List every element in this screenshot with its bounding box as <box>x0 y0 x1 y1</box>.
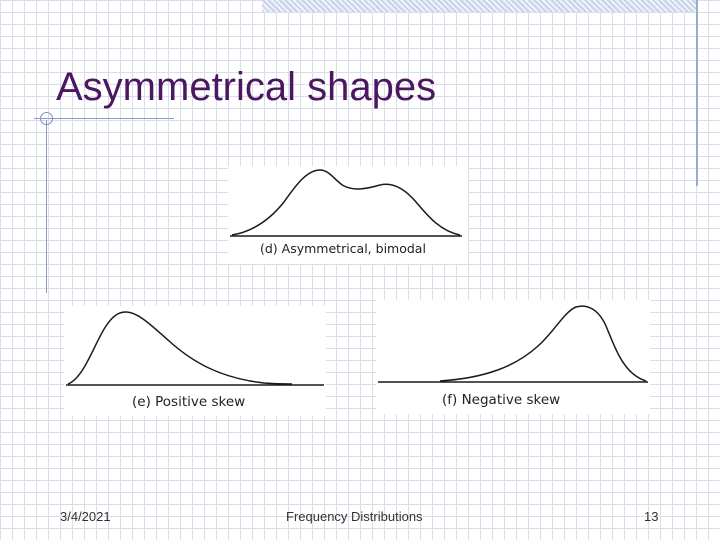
caption-asymmetrical-bimodal: (d) Asymmetrical, bimodal <box>260 241 426 256</box>
negative-skew-curve-plot <box>378 305 648 383</box>
ring-bullet-decoration <box>40 112 53 125</box>
figure-asymmetrical-bimodal: (d) Asymmetrical, bimodal <box>228 166 468 264</box>
positive-skew-curve <box>67 311 293 385</box>
footer-title: Frequency Distributions <box>286 509 423 524</box>
corner-hatch-decoration <box>262 0 698 12</box>
title-underline-rule <box>34 118 174 119</box>
left-accent-rule <box>46 120 47 293</box>
figure-positive-skew: (e) Positive skew <box>64 306 326 416</box>
slide-title: Asymmetrical shapes <box>56 65 437 109</box>
right-accent-rule <box>696 0 698 186</box>
figure-negative-skew: (f) Negative skew <box>376 300 650 414</box>
footer-date: 3/4/2021 <box>60 509 111 524</box>
caption-negative-skew: (f) Negative skew <box>442 392 561 408</box>
bimodal-curve <box>231 169 461 236</box>
footer-page-number: 13 <box>644 509 659 524</box>
caption-positive-skew: (e) Positive skew <box>132 394 246 410</box>
positive-skew-curve-plot <box>66 311 324 386</box>
bimodal-curve-plot <box>230 169 462 237</box>
negative-skew-curve <box>439 305 647 382</box>
